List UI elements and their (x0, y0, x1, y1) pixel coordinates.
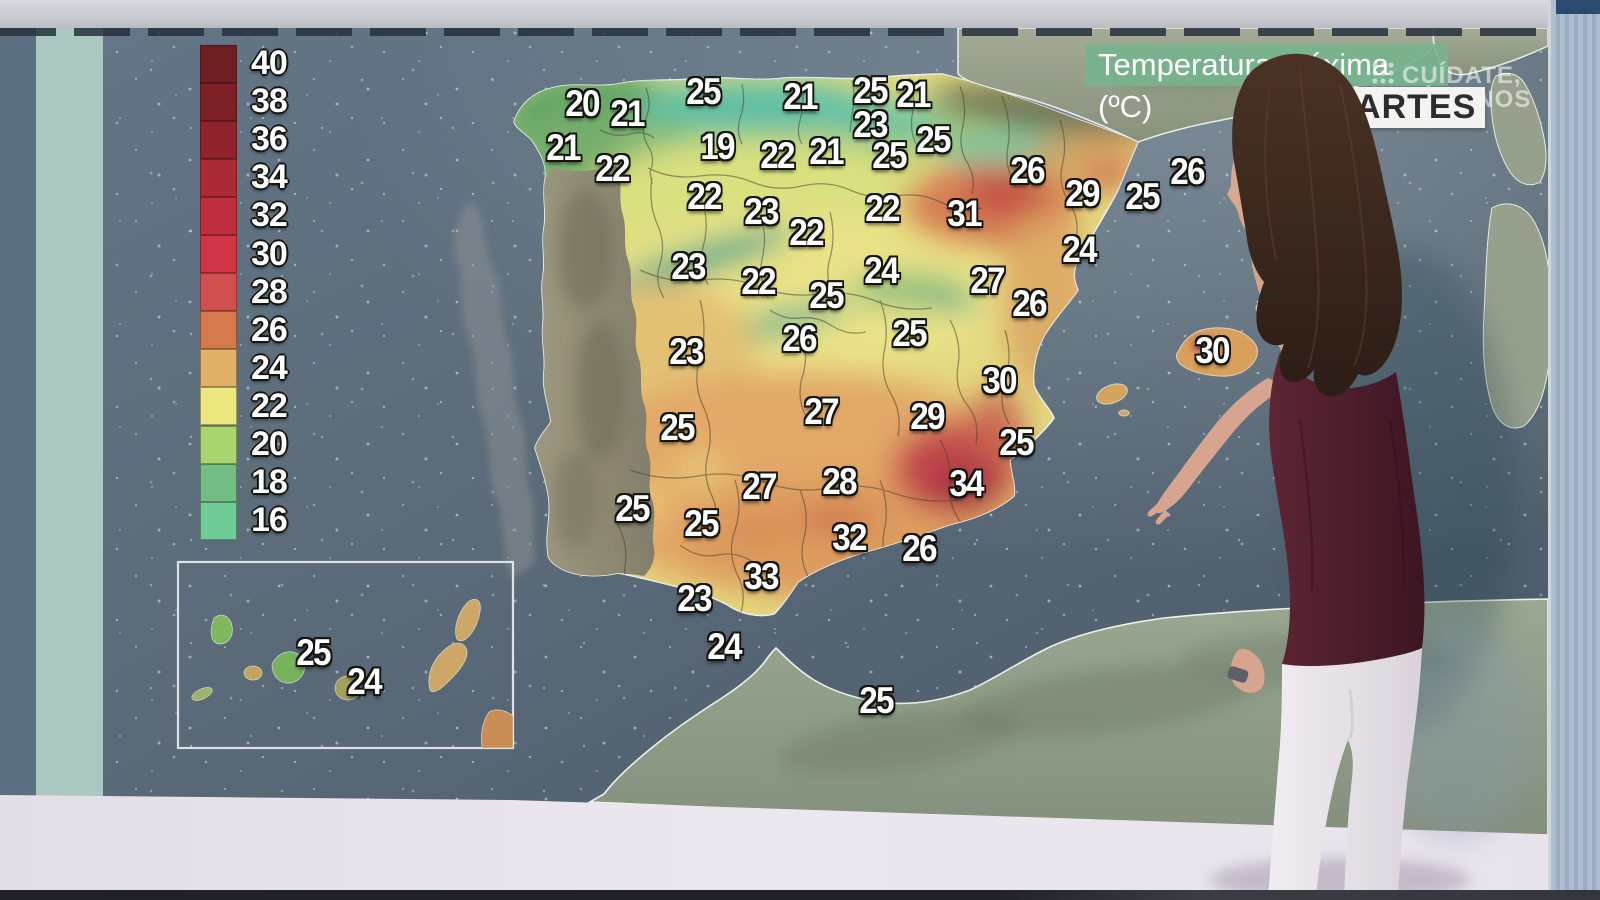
iberian-peninsula (513, 73, 1140, 617)
blouse-folds (1299, 419, 1405, 591)
presenter-pants (1268, 648, 1422, 898)
balearic-islands (1096, 300, 1281, 417)
clicker-device (1227, 666, 1249, 683)
studio-wall-top (0, 0, 1600, 28)
presenter-hair (1232, 53, 1402, 397)
corsica-island (1490, 72, 1547, 186)
hair-strands (1264, 69, 1368, 369)
studio-wall-corner (1556, 0, 1600, 14)
presenter-hand-fingers (1147, 503, 1170, 525)
atlantic-shelf-texture (453, 200, 536, 580)
left-band-pale (36, 28, 103, 818)
presenter-blouse (1269, 352, 1425, 667)
screen-bezel-marks (0, 28, 1548, 36)
pants-crease (1347, 689, 1354, 740)
floor-edge-strip (0, 890, 1600, 900)
presenter-arm-pointing (1154, 378, 1282, 514)
canary-inset (176, 560, 515, 750)
studio-wall-right (1548, 0, 1600, 900)
presenter-hand-clicker (1230, 648, 1265, 693)
watermark-line1: CUÍDATE, (1402, 62, 1522, 89)
left-band-dark (0, 28, 36, 818)
province-borders (599, 77, 1085, 613)
